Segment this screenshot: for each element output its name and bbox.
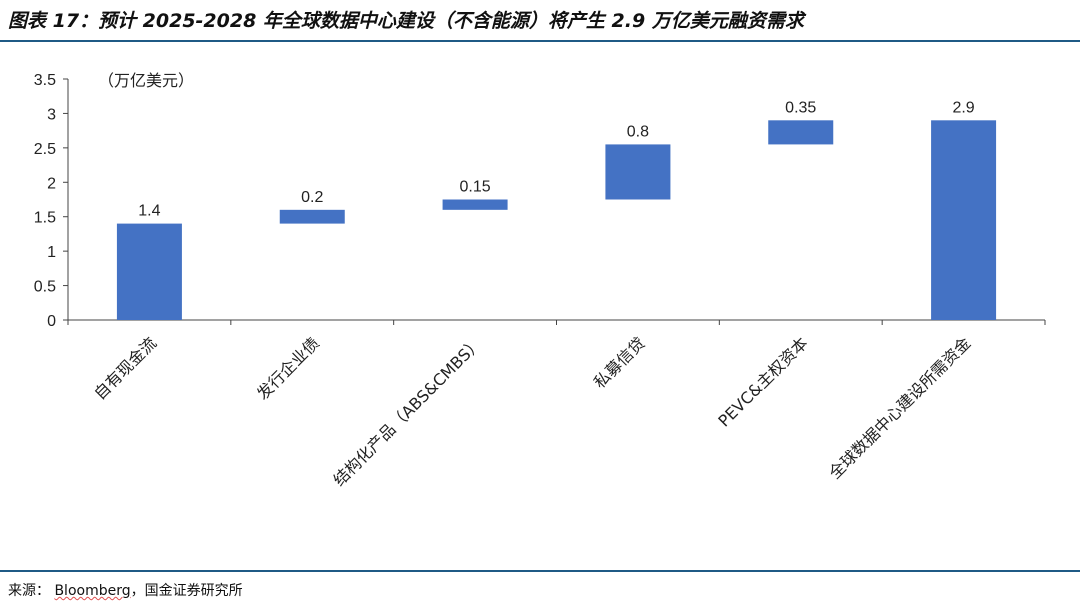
bar-3 [605,144,671,200]
source-rest: ，国金证券研究所 [130,583,243,599]
x-tick-label: 全球数据中心建设所需资金 [825,333,974,482]
data-label: 0.35 [785,99,816,116]
data-label: 0.15 [460,179,491,196]
unit-label: （万亿美元） [98,71,194,90]
x-tick-label: 私募信贷 [590,333,649,392]
x-tick-label: PEVC&主权资本 [714,333,811,430]
bar-0 [116,223,182,320]
source-bloomberg: Bloomberg [54,583,131,599]
x-tick-label: 发行企业债 [253,333,323,403]
y-tick-label: 0 [47,313,56,330]
y-tick-label: 1.5 [34,210,56,227]
data-label: 1.4 [138,203,160,220]
y-tick-label: 1 [47,244,56,261]
source-label: 来源： [8,583,50,599]
source-note: 来源： Bloomberg，国金证券研究所 [8,580,243,600]
bar-4 [768,120,834,145]
y-tick-label: 0.5 [34,279,56,296]
x-tick-label: 自有现金流 [90,333,160,403]
data-label: 0.8 [627,123,649,140]
bar-2 [442,199,508,210]
chart-title: 图表 17：预计 2025-2028 年全球数据中心建设（不含能源）将产生 2.… [8,10,804,32]
footer-divider [0,570,1080,572]
x-tick-label: 结构化产品（ABS&CMBS） [330,333,486,489]
y-tick-label: 3 [47,106,56,123]
data-label: 2.9 [952,99,974,116]
y-tick-label: 2 [47,175,56,192]
bar-5 [931,120,997,320]
title-divider [0,40,1080,42]
bar-1 [279,209,345,224]
y-tick-label: 2.5 [34,141,56,158]
data-label: 0.2 [301,189,323,206]
waterfall-chart: 0 0.5 1 1.5 2 2.5 3 3.5 （万亿美元） 1.4 自有现金流 0.2 发行企业债 0.… [34,71,1046,490]
y-tick-label: 3.5 [34,72,56,89]
